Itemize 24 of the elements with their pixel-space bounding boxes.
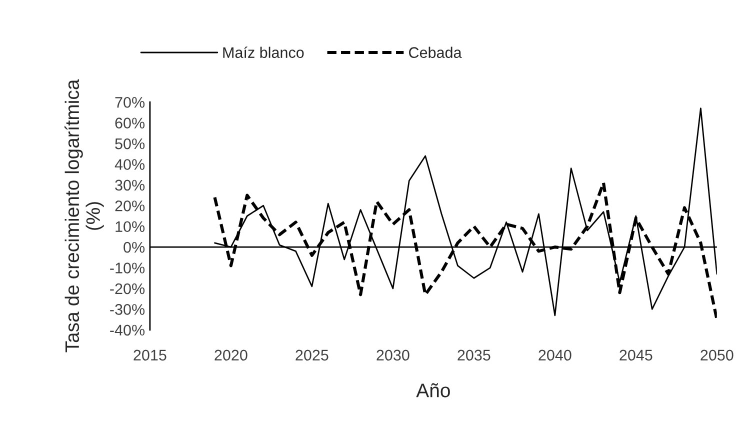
legend-label: Maíz blanco: [223, 46, 304, 58]
y-tick-label: 0%: [124, 242, 145, 253]
y-tick-label: -40%: [110, 324, 145, 336]
y-tick-label: 20%: [115, 200, 145, 212]
x-tick-label: 2050: [700, 350, 734, 361]
x-tick-label: 2020: [214, 350, 248, 361]
y-tick-label: -10%: [110, 262, 145, 274]
y-tick-label: 50%: [115, 138, 145, 150]
x-tick-label: 2045: [620, 350, 652, 361]
y-tick-label: 10%: [116, 221, 145, 232]
legend-label: Cebada: [409, 46, 462, 58]
y-tick-label: 40%: [114, 159, 145, 170]
y-tick-label: 30%: [115, 180, 145, 191]
y-axis-title: Tasa de crecimiento logarítmica (%): [64, 79, 104, 352]
x-tick-label: 2025: [296, 350, 328, 361]
y-tick-label: 70%: [115, 96, 145, 108]
y-tick-label: -20%: [110, 283, 145, 294]
x-tick-label: 2040: [538, 350, 572, 361]
x-tick-label: 2015: [134, 350, 166, 361]
y-tick-label: 60%: [115, 118, 145, 128]
x-axis-title: Año: [416, 383, 450, 398]
x-tick-label: 2030: [376, 350, 410, 361]
x-tick-label: 2035: [458, 350, 490, 361]
y-tick-label: -30%: [110, 304, 145, 315]
